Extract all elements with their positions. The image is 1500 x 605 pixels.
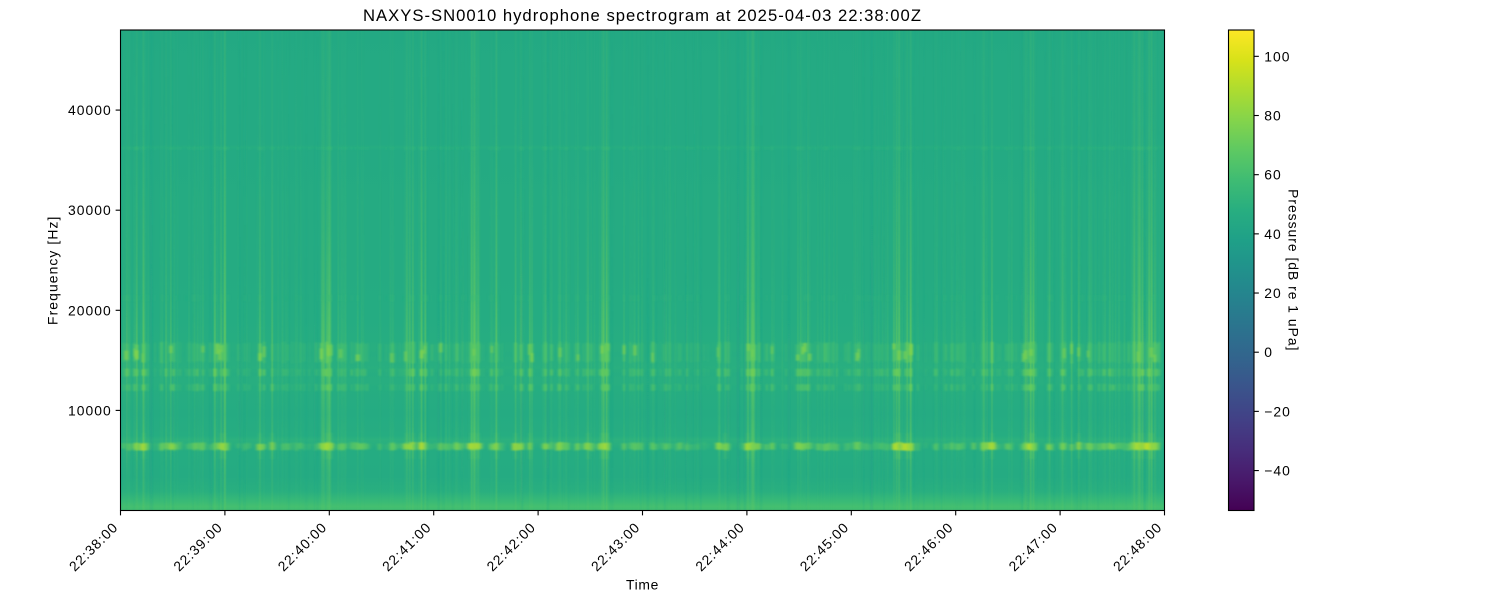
- svg-text:40000: 40000: [68, 102, 112, 118]
- svg-text:NAXYS-SN0010 hydrophone spectr: NAXYS-SN0010 hydrophone spectrogram at 2…: [363, 6, 922, 25]
- svg-text:30000: 30000: [68, 202, 112, 218]
- svg-text:40: 40: [1264, 226, 1282, 242]
- svg-text:20: 20: [1264, 285, 1282, 301]
- svg-text:10000: 10000: [68, 402, 112, 418]
- svg-text:20000: 20000: [68, 302, 112, 318]
- svg-text:Pressure [dB re 1 uPa]: Pressure [dB re 1 uPa]: [1285, 189, 1301, 351]
- svg-text:Time: Time: [626, 577, 659, 593]
- svg-text:100: 100: [1264, 48, 1290, 64]
- svg-text:0: 0: [1264, 344, 1273, 360]
- svg-text:80: 80: [1264, 108, 1282, 124]
- svg-text:−20: −20: [1264, 403, 1291, 419]
- svg-text:Frequency [Hz]: Frequency [Hz]: [45, 216, 61, 325]
- svg-text:60: 60: [1264, 167, 1282, 183]
- svg-text:−40: −40: [1264, 463, 1291, 479]
